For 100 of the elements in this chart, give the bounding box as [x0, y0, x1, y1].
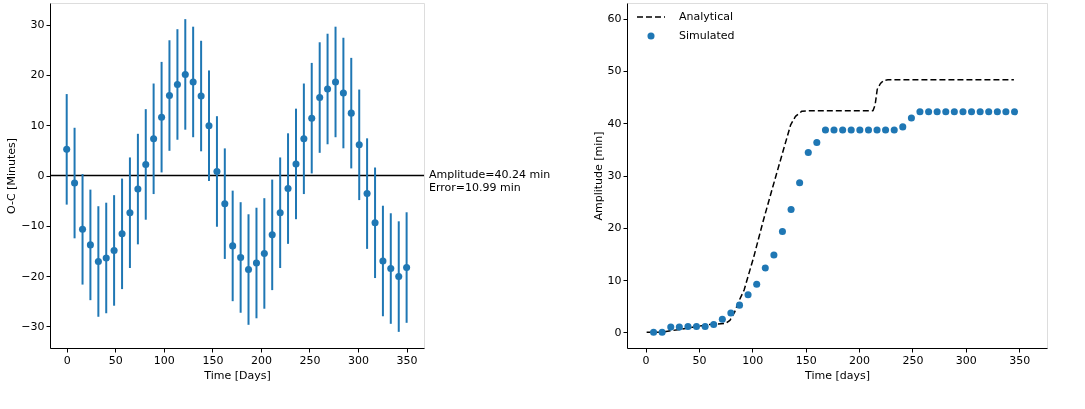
point — [102, 254, 110, 262]
point — [761, 264, 769, 272]
point — [252, 259, 261, 267]
point — [395, 273, 403, 281]
point — [658, 328, 666, 336]
x-tick-label: 200 — [250, 353, 272, 367]
point — [150, 135, 158, 143]
point — [244, 266, 253, 274]
point — [692, 323, 701, 331]
point — [839, 126, 847, 134]
point — [173, 80, 181, 88]
point — [355, 141, 363, 149]
point — [142, 160, 150, 168]
point — [942, 108, 950, 116]
point — [268, 231, 276, 239]
x-tick-label: 300 — [348, 353, 370, 367]
point — [181, 70, 189, 78]
point — [821, 126, 830, 134]
point — [63, 145, 71, 153]
point — [830, 126, 838, 134]
x-axis-title: Time [Days] — [203, 368, 271, 382]
point — [744, 291, 752, 299]
y-tick-label: 10 — [607, 273, 622, 287]
y-axis-title: O-C [Minutes] — [5, 138, 19, 214]
point — [925, 108, 933, 116]
point — [916, 108, 924, 116]
x-tick-label: 250 — [902, 353, 924, 367]
x-tick-label: 50 — [692, 353, 707, 367]
x-tick-label: 100 — [742, 353, 764, 367]
y-tick-label: 20 — [607, 221, 622, 235]
point — [787, 205, 795, 214]
point — [86, 241, 94, 249]
x-tick-label: 150 — [795, 353, 817, 367]
text: Amplitude=40.24 min — [429, 167, 551, 181]
point — [864, 126, 873, 134]
text: Error=10.99 min — [429, 180, 521, 194]
point — [158, 113, 166, 121]
point — [770, 251, 778, 259]
x-tick-label: 250 — [299, 353, 321, 367]
point — [79, 225, 87, 233]
point — [379, 257, 387, 265]
point — [324, 85, 332, 93]
x-tick-label: 0 — [642, 353, 650, 367]
point — [933, 108, 941, 116]
point — [985, 108, 993, 116]
point — [403, 264, 411, 272]
y-tick-label: −10 — [21, 219, 45, 233]
point — [339, 89, 347, 97]
point — [778, 227, 786, 235]
point — [684, 323, 692, 331]
point — [213, 167, 221, 176]
point — [347, 109, 355, 117]
y-axis-title: Amplitude [min] — [591, 131, 605, 221]
point — [753, 280, 761, 288]
point — [650, 328, 658, 336]
point — [710, 320, 718, 329]
point — [134, 185, 142, 193]
point — [899, 123, 907, 131]
point — [292, 160, 300, 168]
line-series — [645, 79, 1015, 334]
point — [221, 200, 229, 208]
y-tick-label: 60 — [607, 12, 622, 26]
point — [701, 323, 709, 331]
point — [189, 78, 197, 86]
point — [882, 126, 890, 134]
point — [907, 114, 915, 122]
point — [1002, 108, 1010, 116]
y-tick-label: 10 — [30, 118, 45, 132]
y-tick-label: 40 — [607, 116, 622, 130]
y-tick-label: 30 — [30, 18, 45, 32]
y-tick-label: 0 — [614, 325, 622, 339]
legend-label: Analytical — [679, 10, 734, 23]
point — [331, 78, 340, 86]
x-tick-label: 300 — [955, 353, 977, 367]
point — [229, 242, 237, 250]
point — [976, 108, 984, 116]
x-axis-title: Time [days] — [804, 368, 870, 382]
point — [363, 190, 371, 198]
point — [890, 126, 898, 134]
point — [126, 209, 134, 217]
point — [813, 139, 821, 147]
point — [205, 122, 213, 130]
y-tick-label: 20 — [30, 68, 45, 82]
point — [856, 126, 864, 134]
legend-label: Simulated — [679, 29, 735, 42]
point — [967, 108, 976, 116]
point — [165, 92, 173, 100]
point — [316, 94, 324, 102]
point — [308, 114, 316, 122]
point — [197, 92, 205, 100]
point — [718, 315, 726, 323]
point — [94, 257, 102, 266]
point — [727, 309, 735, 317]
y-tick-label: −30 — [21, 319, 45, 333]
point — [371, 219, 379, 227]
y-tick-label: 50 — [607, 64, 622, 78]
point — [667, 323, 675, 331]
point — [847, 126, 855, 134]
point — [118, 230, 126, 238]
point — [71, 179, 79, 187]
